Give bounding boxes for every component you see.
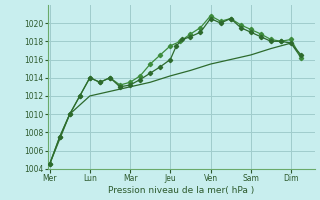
X-axis label: Pression niveau de la mer( hPa ): Pression niveau de la mer( hPa ): [108, 186, 254, 195]
